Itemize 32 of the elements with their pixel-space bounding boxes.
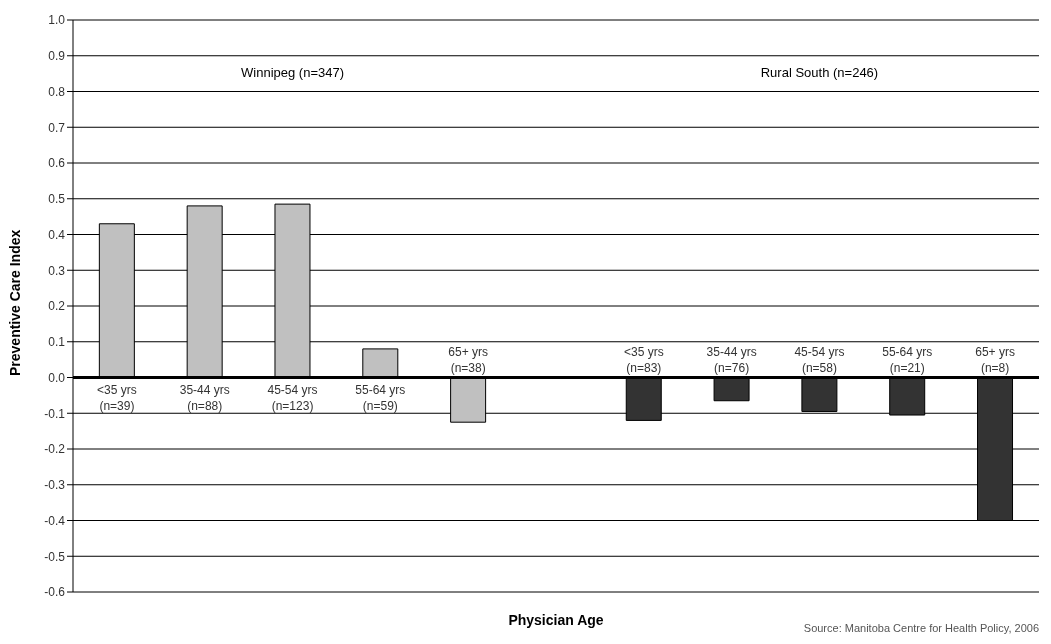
y-tick-label: 0.1: [48, 335, 66, 350]
y-tick-label: 0.9: [48, 49, 66, 64]
y-tick-label: -0.5: [44, 549, 66, 564]
y-tick-label: 0.8: [48, 84, 66, 99]
y-tick-label: 0.7: [48, 120, 66, 135]
x-tick-label: 35-44 yrs (n=88): [179, 382, 230, 413]
y-tick-label: -0.2: [44, 442, 66, 457]
x-tick-label: 45-54 yrs (n=123): [267, 382, 318, 413]
x-tick-label: 55-64 yrs (n=59): [355, 382, 406, 413]
y-tick-label: -0.3: [44, 478, 66, 493]
y-tick-label: 0.0: [48, 370, 66, 385]
x-axis-title: Physician Age: [508, 612, 604, 628]
source-note: Source: Manitoba Centre for Health Policy, 2006: [803, 622, 1039, 634]
x-tick-label: <35 yrs (n=83): [623, 344, 664, 375]
y-tick-label: 0.5: [48, 192, 66, 207]
y-tick-label: 0.4: [48, 227, 66, 242]
y-tick-label: 1.0: [48, 13, 66, 28]
y-tick-label: -0.1: [44, 406, 66, 421]
y-tick-label: 0.6: [48, 156, 66, 171]
x-tick-label: 45-54 yrs (n=58): [794, 344, 845, 375]
y-tick-label: 0.3: [48, 263, 66, 278]
x-tick-label: 55-64 yrs (n=21): [882, 344, 933, 375]
x-tick-label: 65+ yrs (n=8): [975, 344, 1015, 375]
annotation: Winnipeg (n=347): [240, 64, 345, 80]
x-tick-label: 65+ yrs (n=38): [448, 344, 489, 375]
annotation: Rural South (n=246): [759, 64, 880, 80]
y-axis-title: Preventive Care Index: [6, 229, 23, 376]
y-tick-label: -0.6: [44, 585, 66, 600]
x-tick-label: <35 yrs (n=39): [97, 382, 137, 413]
y-tick-label: 0.2: [48, 299, 66, 314]
y-tick-label: -0.4: [44, 513, 66, 528]
x-tick-label: 35-44 yrs (n=76): [706, 344, 757, 375]
